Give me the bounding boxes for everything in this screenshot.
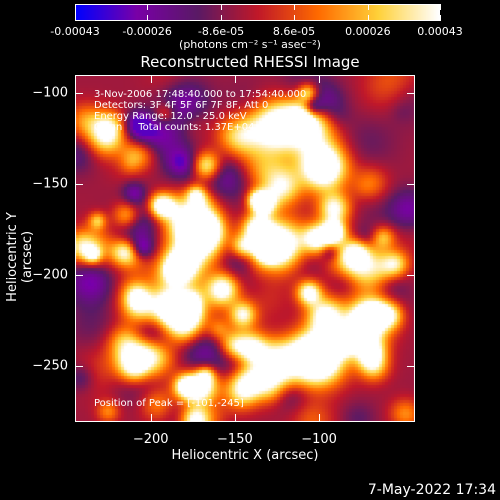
x-tick (234, 75, 236, 83)
colorbar-tick-label: 0.00026 (345, 25, 391, 38)
colorbar-tick (440, 15, 441, 21)
x-axis-label: Heliocentric X (arcsec) (171, 448, 319, 463)
colorbar-tick-label: -0.00026 (122, 25, 172, 38)
colorbar-tick-label: -0.00043 (50, 25, 100, 38)
plot-title: Reconstructed RHESSI Image (140, 53, 360, 71)
time-range-annotation: 3-Nov-2006 17:48:40.000 to 17:54:40.000 (94, 89, 307, 100)
y-tick (407, 93, 415, 95)
x-tick (234, 414, 236, 422)
y-tick (75, 365, 83, 367)
detectors-annotation: Detectors: 3F 4F 5F 6F 7F 8F, Att 0 (94, 100, 269, 111)
x-tick (150, 75, 152, 83)
colorbar-tick (294, 15, 295, 21)
colorbar-tick (147, 4, 149, 10)
colorbar-tick (221, 4, 222, 10)
colorbar-tick-label: -8.6e-05 (197, 25, 245, 38)
y-tick-label: −100 (32, 85, 68, 101)
colorbar-tick (147, 15, 149, 21)
x-tick-label: −150 (217, 432, 253, 447)
x-tick-label: −200 (132, 432, 169, 447)
y-tick (407, 274, 415, 276)
y-tick-label: −250 (32, 358, 68, 374)
y-tick (407, 184, 415, 185)
x-tick-label: −100 (301, 432, 337, 447)
timestamp: 7-May-2022 17:34 (367, 482, 496, 498)
x-tick (150, 414, 152, 422)
colorbar-tick (75, 4, 76, 10)
y-tick (75, 184, 83, 185)
colorbar-tick-label: 0.00043 (417, 25, 463, 38)
x-tick (319, 75, 321, 83)
peak-position-annotation: Position of Peak = [-101,-245] (94, 398, 244, 409)
colorbar-units: (photons cm⁻² s⁻¹ asec⁻²) (179, 38, 321, 51)
clean-total-counts-annotation: Clean Total counts: 1.37E+04 (94, 122, 255, 133)
colorbar-tick (367, 4, 369, 10)
y-axis-label: Heliocentric Y (arcsec) (5, 212, 35, 302)
colorbar-tick (221, 15, 222, 21)
y-tick (407, 365, 415, 367)
heatmap-image (76, 76, 414, 421)
x-tick (319, 414, 321, 422)
colorbar-tick (75, 15, 76, 21)
image-plot-area: 3-Nov-2006 17:48:40.000 to 17:54:40.000 … (75, 75, 415, 422)
y-tick (75, 93, 83, 95)
colorbar-tick-label: 8.6e-05 (272, 25, 316, 38)
y-tick-label: −200 (32, 267, 68, 283)
colorbar-tick (294, 4, 295, 10)
colorbar (75, 4, 440, 21)
y-tick (75, 274, 83, 276)
colorbar-tick (367, 15, 369, 21)
energy-range-annotation: Energy Range: 12.0 - 25.0 keV (94, 111, 247, 122)
y-tick-label: −150 (32, 176, 68, 192)
colorbar-tick (440, 4, 441, 10)
